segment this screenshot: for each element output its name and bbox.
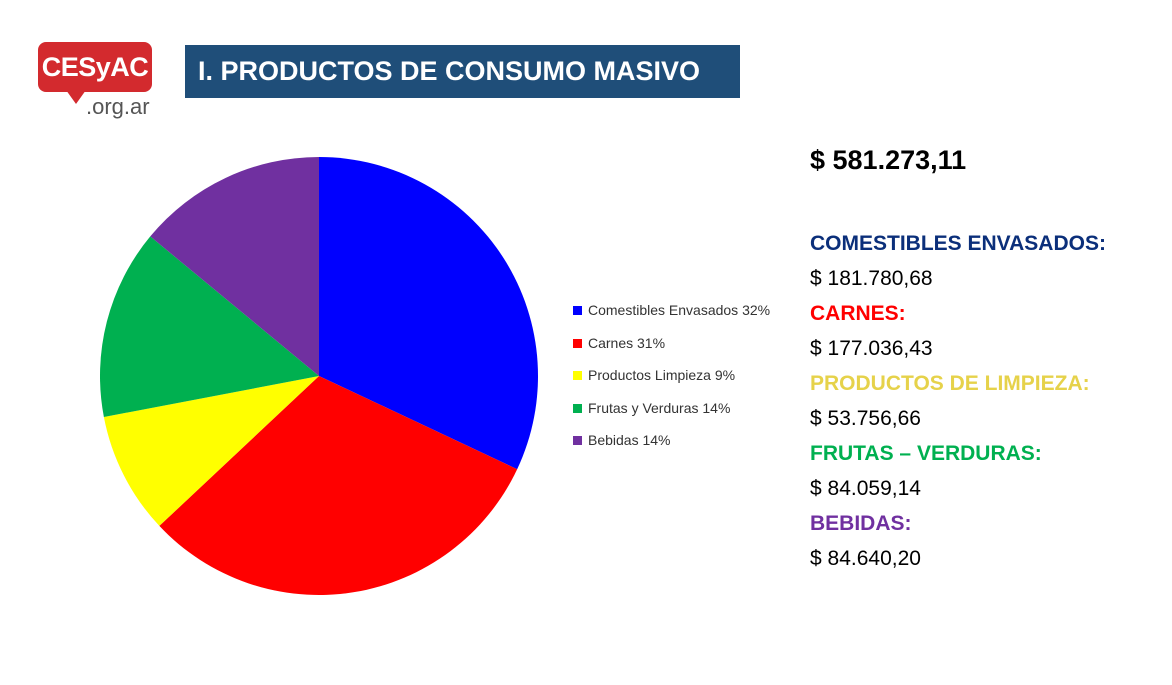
logo-speech-tail: [66, 90, 86, 104]
legend-swatch: [573, 403, 582, 413]
legend-item: Carnes 31%: [573, 335, 770, 368]
chart-legend: Comestibles Envasados 32% Carnes 31% Produ…: [573, 302, 770, 465]
logo-text: CESyAC: [38, 42, 152, 92]
legend-swatch: [573, 306, 582, 315]
category-label: CARNES:: [810, 302, 906, 325]
pie-chart: [100, 157, 538, 595]
pie-slice-5: [150, 157, 319, 376]
category-label: PRODUCTOS DE LIMPIEZA:: [810, 372, 1090, 395]
pie-slice-3: [103, 376, 319, 526]
legend-label: Carnes 31%: [588, 334, 666, 351]
legend-item: Bebidas 14%: [573, 432, 770, 465]
legend-item: Productos Limpieza 9%: [573, 367, 770, 400]
legend-swatch: [573, 371, 582, 380]
legend-swatch: [573, 338, 582, 348]
legend-label: Comestibles Envasados 32%: [588, 302, 771, 318]
category-value: $ 84.059,14: [810, 477, 921, 500]
category-list: COMESTIBLES ENVASADOS: $ 181.780,68 CARNES…: [810, 226, 1106, 576]
pie-slice-4: [100, 236, 319, 418]
category-value: $ 177.036,43: [810, 337, 933, 360]
category-label: COMESTIBLES ENVASADOS:: [810, 232, 1106, 255]
pie-slices: [100, 157, 538, 595]
category-label: BEBIDAS:: [810, 512, 912, 535]
legend-item: Frutas y Verduras 14%: [573, 400, 770, 433]
legend-label: Bebidas 14%: [588, 432, 671, 448]
category-label: FRUTAS – VERDURAS:: [810, 442, 1042, 465]
logo-domain: .org.ar: [86, 94, 150, 119]
category-value: $ 84.640,20: [810, 547, 921, 570]
category-value: $ 181.780,68: [810, 267, 933, 290]
cesyac-logo: CESyAC .org.ar: [38, 42, 158, 122]
legend-label: Frutas y Verduras 14%: [588, 399, 731, 416]
pie-slice-1: [319, 157, 538, 470]
page-title: I. PRODUCTOS DE CONSUMO MASIVO: [185, 45, 740, 98]
legend-label: Productos Limpieza 9%: [588, 367, 736, 383]
category-value: $ 53.756,66: [810, 407, 921, 430]
summary-panel: $ 581.273,11 COMESTIBLES ENVASADOS: $ 181…: [810, 140, 1106, 576]
legend-swatch: [573, 436, 582, 445]
total-amount: $ 581.273,11: [810, 145, 967, 175]
pie-slice-2: [159, 376, 518, 595]
legend-item: Comestibles Envasados 32%: [573, 302, 770, 335]
